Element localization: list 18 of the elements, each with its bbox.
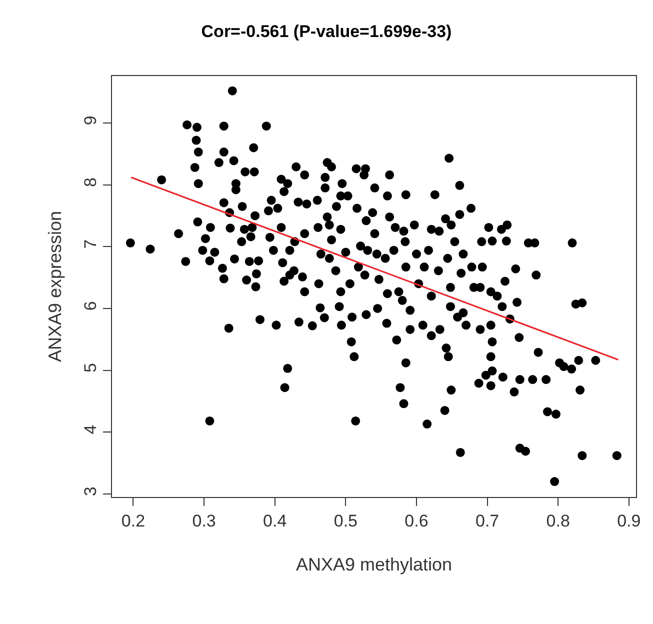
x-tick-label: 0.6 (404, 512, 428, 531)
y-tick-label: 8 (81, 178, 100, 187)
y-tick-label: 6 (81, 301, 100, 311)
x-tick-label: 0.9 (617, 512, 641, 531)
y-tick-label: 5 (81, 362, 100, 372)
x-tick-label: 0.8 (546, 512, 570, 531)
y-tick-label: 4 (81, 424, 100, 434)
x-tick-label: 0.2 (121, 512, 146, 531)
x-tick-label: 0.4 (263, 512, 287, 531)
chart-title: Cor=-0.561 (P-value=1.699e-33) (201, 22, 452, 41)
x-tick-label: 0.7 (475, 512, 500, 531)
y-tick-label: 3 (81, 486, 100, 496)
x-axis-title: ANXA9 methylation (296, 554, 452, 575)
x-tick-label: 0.3 (192, 512, 216, 531)
y-tick-label: 7 (81, 239, 100, 249)
y-axis-title: ANXA9 expression (45, 210, 66, 362)
x-tick-label: 0.5 (334, 512, 358, 531)
y-tick-label: 9 (81, 116, 100, 126)
